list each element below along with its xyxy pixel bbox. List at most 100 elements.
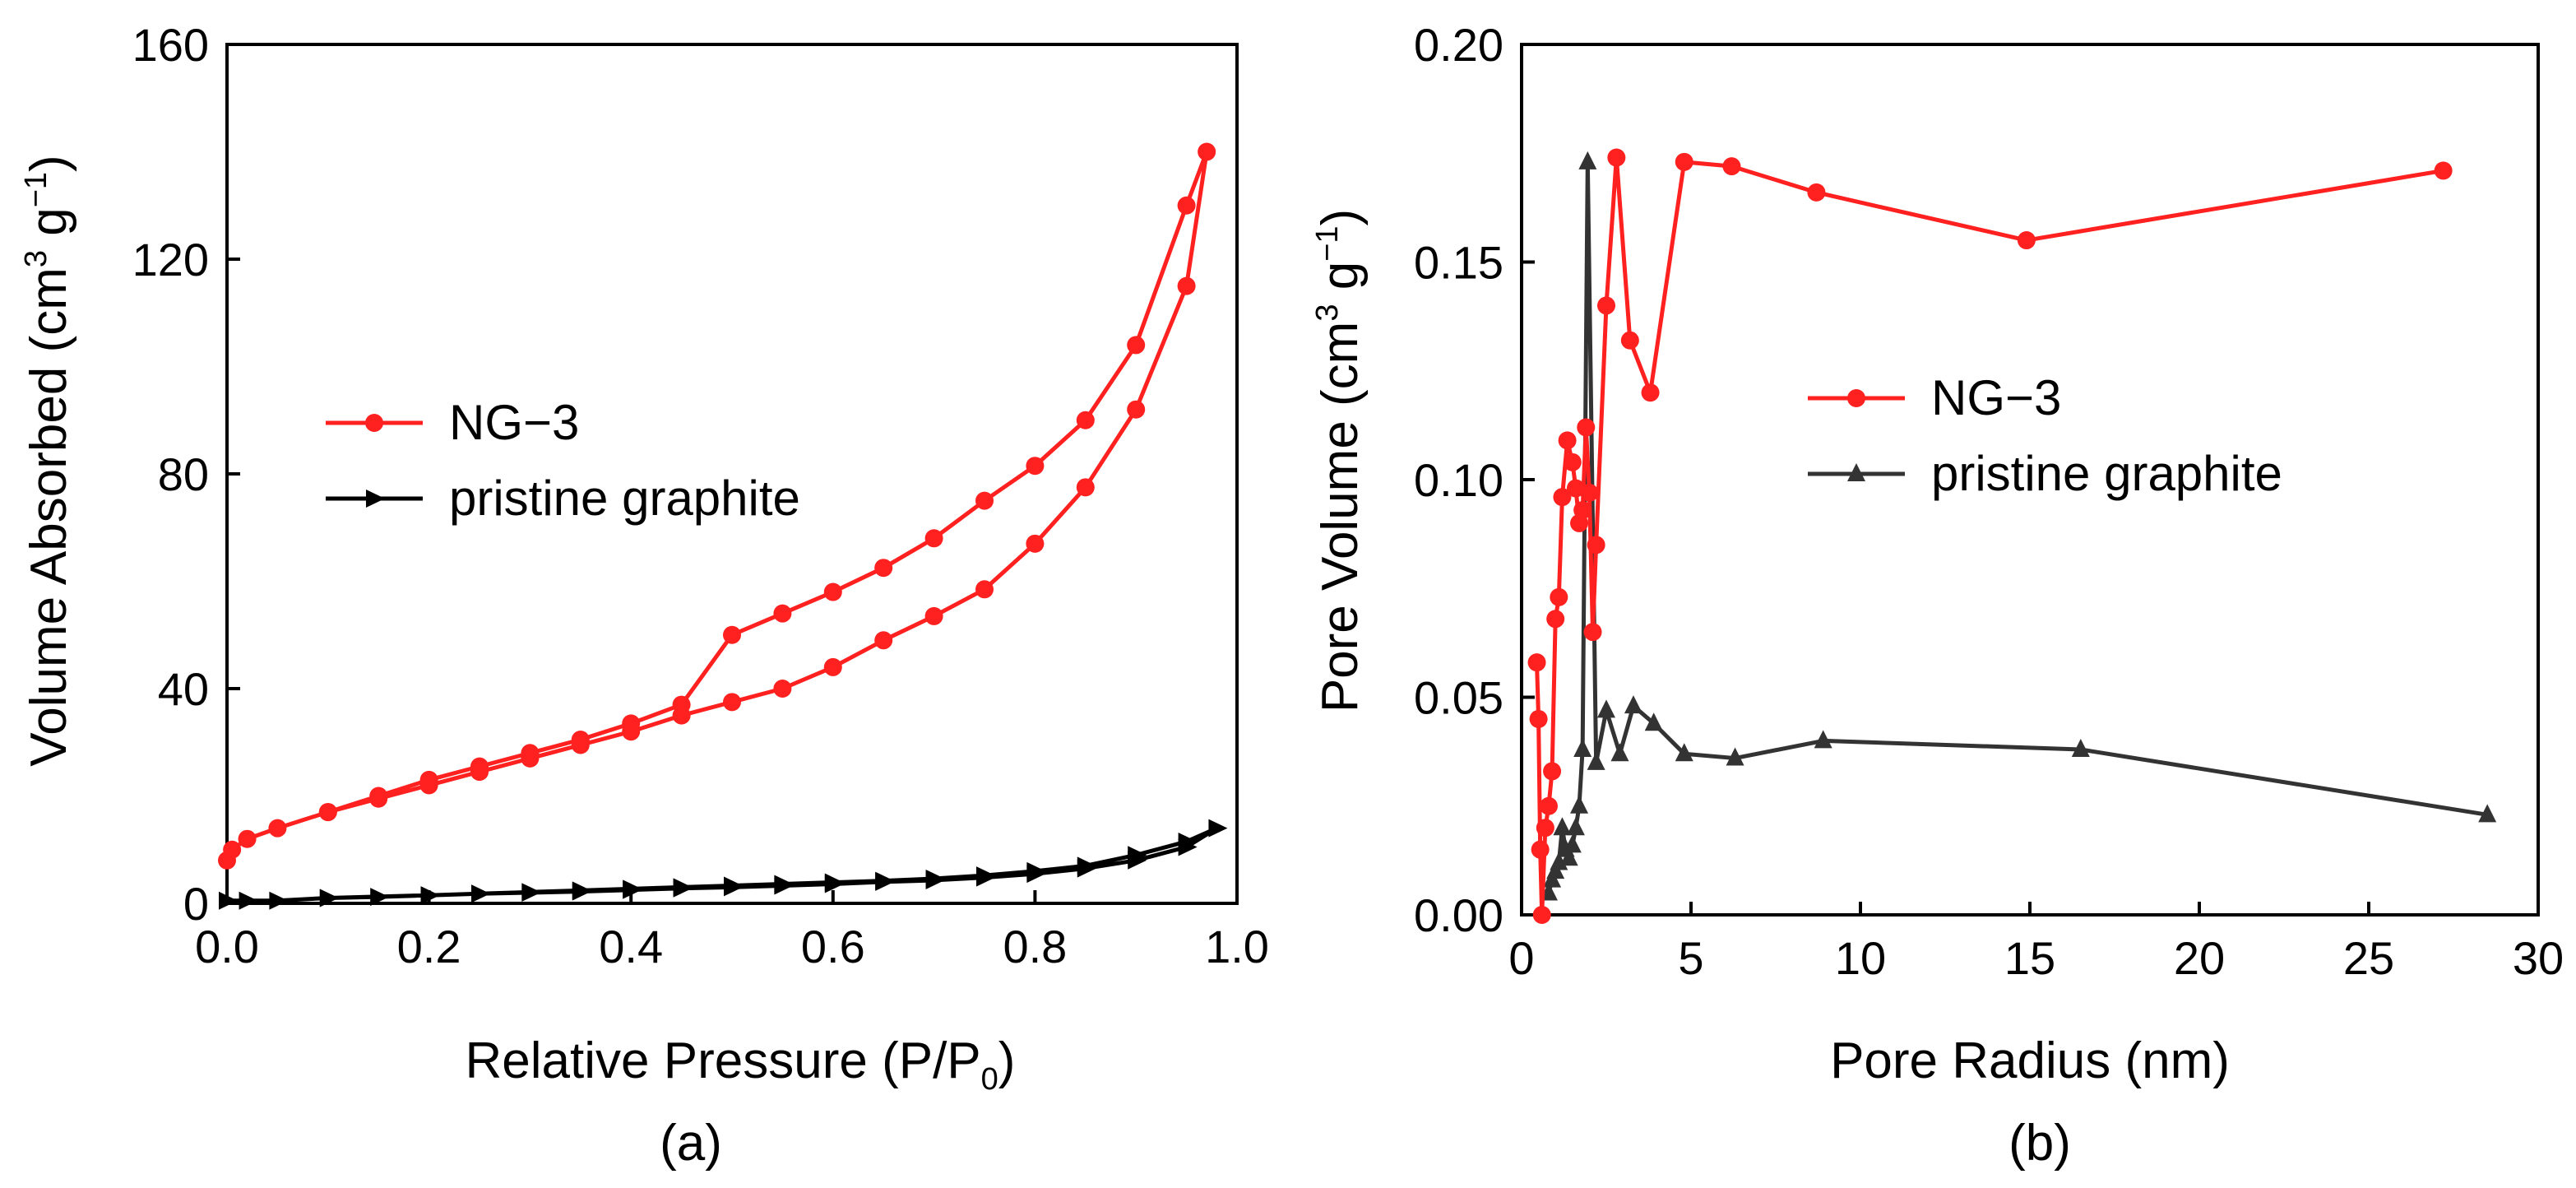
panel-a-xtick-label: 1.0 [1205, 921, 1269, 972]
panel-a-series-pristine-graphite [219, 819, 1228, 910]
panel-b-xtick-label: 10 [1835, 932, 1886, 984]
panel-a-legend-label: NG−3 [449, 395, 579, 450]
panel-a-data-point [1128, 846, 1147, 865]
panel-a-data-point [369, 787, 388, 805]
panel-a-data-point [823, 657, 842, 676]
panel-b-ytick-label: 0.15 [1414, 237, 1503, 289]
panel-a-legend: NG−3 pristine graphite [326, 395, 800, 526]
panel-a-data-point [1026, 534, 1045, 553]
panel-a-data-point [724, 876, 743, 895]
panel-a-ytick-label: 120 [132, 234, 209, 285]
panel-a-data-point [1127, 400, 1146, 419]
panel-b-xtick-label: 20 [2174, 932, 2225, 984]
panel-b-xtick-label: 30 [2513, 932, 2564, 984]
panel-b-data-point [1807, 183, 1826, 202]
panel-a-data-point [420, 886, 440, 905]
panel-b-data-point [1580, 483, 1599, 502]
panel-a-chart: Volume Absorbed (cm3 g−1) Relative Press… [19, 19, 1269, 1172]
panel-a-legend-label: pristine graphite [449, 471, 800, 526]
panel-a-data-point [924, 529, 943, 548]
panel-b-xtick-label: 5 [1678, 932, 1703, 984]
panel-a-data-point [238, 829, 257, 848]
panel-a-ytick-label: 80 [158, 448, 209, 500]
panel-b-data-point [1553, 817, 1572, 836]
panel-a-data-point [975, 580, 994, 599]
panel-a-data-point [1208, 819, 1228, 838]
panel-a-xtick-label: 0.2 [397, 921, 461, 972]
panel-a-data-point [419, 770, 438, 789]
panel-a-data-point [976, 866, 995, 885]
panel-a-data-point [572, 881, 591, 900]
panel-b-data-point [1624, 695, 1642, 714]
panel-a-xtick-label: 0.0 [195, 921, 259, 972]
panel-b-data-point [1610, 743, 1629, 762]
panel-a-legend-item: pristine graphite [326, 471, 800, 526]
panel-a-legend-item: NG−3 [326, 395, 579, 450]
panel-b-legend-marker [1847, 463, 1865, 481]
panel-a-ytick-label: 0 [183, 878, 209, 930]
panel-a-data-point [623, 879, 642, 898]
panel-b-data-point [1558, 431, 1577, 450]
panel-b-ylabel: Pore Volume (cm3 g−1) [1310, 209, 1369, 712]
panel-a-data-point [1127, 336, 1146, 355]
panel-a-data-point [672, 695, 691, 714]
panel-b-data-point [2071, 738, 2090, 757]
panel-b-data-point [1539, 796, 1558, 815]
panel-b-ytick-label: 0.00 [1414, 889, 1503, 941]
panel-b-data-point [1563, 834, 1582, 853]
panel-b-series-line [1535, 155, 2444, 917]
panel-b-data-point [1570, 795, 1589, 814]
panel-b-legend-item: NG−3 [1808, 370, 2061, 425]
panel-b-data-point [1573, 738, 1592, 757]
panel-a-data-point [824, 873, 844, 892]
panel-b-data-point [1587, 536, 1605, 555]
panel-a-data-point [622, 714, 641, 733]
panel-a-data-point [223, 840, 242, 859]
panel-a-data-point [1076, 411, 1095, 429]
panel-b-series-ng-3 [1527, 148, 2453, 924]
panel-a-data-point [1077, 856, 1096, 875]
panel-a-data-point [1026, 457, 1045, 476]
panel-b-legend-item: pristine graphite [1808, 446, 2282, 501]
panel-b-data-point [1536, 819, 1554, 838]
panel-b-xtick-label: 25 [2343, 932, 2394, 984]
panel-b-data-point [1644, 712, 1663, 731]
panel-a-data-point [219, 891, 238, 910]
panel-a-data-point [673, 878, 693, 897]
panel-a-data-point [773, 680, 792, 698]
panel-a-data-point [239, 891, 258, 910]
panel-b-data-point [1722, 157, 1741, 176]
panel-a-data-point [925, 869, 945, 888]
panel-b-data-point [1577, 418, 1596, 437]
panel-a-data-point [924, 606, 943, 625]
panel-a-data-point [874, 631, 893, 650]
panel-b-ytick-label: 0.20 [1414, 19, 1503, 71]
panel-a-data-point [1178, 832, 1198, 851]
panel-a-series-line [227, 826, 1219, 903]
panel-b-data-point [1573, 501, 1592, 520]
panel-a-data-point [268, 819, 287, 838]
panel-b-legend-label: NG−3 [1931, 370, 2061, 425]
panel-a-data-point [370, 888, 390, 907]
panel-b-ytick-label: 0.10 [1414, 454, 1503, 506]
panel-a-data-point [773, 604, 792, 623]
panel-b-series-line [1546, 160, 2488, 894]
panel-a-data-point [318, 803, 337, 822]
panel-b-data-point [1566, 817, 1585, 836]
panel-b-legend: NG−3 pristine graphite [1808, 370, 2282, 501]
panel-b-data-point [1641, 383, 1660, 402]
panel-b-data-point [1607, 148, 1626, 167]
panel-b-data-point [1597, 699, 1615, 718]
panel-a-data-point [1177, 196, 1196, 215]
panel-a-data-point [1177, 276, 1196, 295]
panel-a-data-point [975, 491, 994, 510]
panel-b-data-point [1527, 653, 1546, 672]
panel-b-data-point [1553, 488, 1572, 507]
panel-a-legend-marker [366, 490, 385, 508]
panel-b-legend-label: pristine graphite [1931, 446, 2282, 501]
panel-a-ylabel: Volume Absorbed (cm3 g−1) [19, 155, 77, 766]
panel-b-data-point [1563, 452, 1582, 471]
panel-a-xlabel: Relative Pressure (P/P0) [466, 1033, 1016, 1097]
panel-b-data-point [1587, 751, 1605, 770]
